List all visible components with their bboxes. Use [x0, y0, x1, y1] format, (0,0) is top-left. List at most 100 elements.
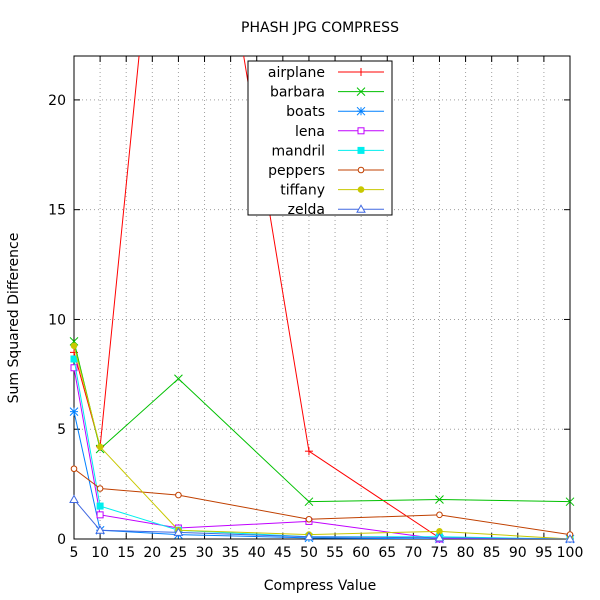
marker-shape — [565, 533, 575, 543]
data-point-barbara — [435, 495, 444, 504]
marker-stroke — [356, 87, 366, 96]
marker-shape — [70, 364, 78, 372]
data-point-barbara — [304, 497, 314, 507]
x-tick-label: 15 — [117, 545, 135, 561]
marker-shape — [304, 531, 314, 541]
legend-label: boats — [286, 104, 325, 120]
chart-title: PHASH JPG COMPRESS — [241, 20, 399, 36]
data-point-lena — [96, 511, 104, 519]
data-point-peppers — [70, 465, 78, 473]
series-line-tiffany — [74, 345, 570, 539]
y-tick-label: 5 — [57, 422, 66, 438]
legend-item-mandril: mandril — [271, 143, 384, 159]
x-tick-label: 5 — [70, 545, 79, 561]
x-tick-label: 95 — [535, 545, 553, 561]
x-tick-label: 65 — [378, 545, 396, 561]
marker-shape — [70, 342, 78, 350]
marker-shape — [305, 515, 313, 523]
x-axis-label: Compress Value — [264, 578, 376, 594]
x-tick-label: 20 — [143, 545, 161, 561]
x-tick-label: 100 — [557, 545, 584, 561]
x-tick-label: 80 — [457, 545, 475, 561]
data-point-peppers — [96, 485, 104, 492]
series-peppers — [70, 465, 574, 538]
marker-shape — [69, 494, 79, 503]
marker-stroke — [69, 407, 79, 417]
marker-shape — [357, 166, 365, 174]
marker-stroke — [565, 497, 575, 507]
series-line-zelda — [74, 499, 570, 539]
series-zelda — [69, 494, 575, 543]
plot-frame — [73, 55, 571, 540]
marker-shape — [356, 204, 366, 213]
legend-marker — [357, 146, 365, 154]
x-tick-label: 35 — [222, 545, 240, 561]
marker-shape — [175, 491, 182, 499]
legend-marker — [357, 166, 365, 174]
x-tick-label: 25 — [170, 545, 188, 561]
marker-shape — [96, 443, 104, 451]
legend: airplane barbara boats lena mandril peppers ti… — [247, 60, 393, 218]
series-line-lena — [74, 367, 570, 539]
data-point-tiffany — [70, 342, 78, 350]
data-point-zelda — [69, 494, 79, 503]
legend-label: mandril — [271, 143, 325, 159]
marker-stroke — [435, 495, 444, 504]
data-point-zelda — [304, 531, 314, 541]
data-point-lena — [70, 364, 78, 372]
x-tick-label: 50 — [300, 545, 318, 561]
marker-stroke — [174, 374, 183, 384]
legend-item-airplane: airplane — [268, 65, 384, 81]
data-point-barbara — [565, 497, 575, 507]
marker-shape — [357, 186, 365, 193]
legend-label: peppers — [268, 163, 325, 179]
data-point-tiffany — [96, 443, 104, 451]
legend-label: barbara — [270, 85, 325, 101]
data-point-zelda — [173, 527, 184, 536]
data-point-boats — [69, 407, 79, 417]
x-tick-label: 40 — [248, 545, 266, 561]
x-tick-label: 85 — [483, 545, 501, 561]
data-point-barbara — [174, 374, 183, 384]
legend-marker — [356, 106, 366, 116]
y-tick-label: 15 — [48, 203, 66, 219]
y-tick-label: 20 — [48, 93, 66, 109]
legend-item-lena: lena — [295, 124, 384, 140]
marker-shape — [357, 146, 365, 154]
series-layer — [69, 56, 575, 544]
data-point-zelda — [565, 533, 575, 543]
data-point-peppers — [175, 491, 182, 499]
x-tick-label: 60 — [352, 545, 370, 561]
legend-marker — [357, 127, 365, 135]
data-point-zelda — [95, 525, 105, 534]
legend-item-peppers: peppers — [268, 163, 384, 179]
series-line-mandril — [74, 358, 570, 539]
marker-shape — [173, 527, 184, 536]
marker-shape — [357, 127, 365, 135]
y-tick-label: 0 — [57, 532, 66, 548]
legend-item-zelda: zelda — [288, 202, 384, 218]
data-point-mandril — [96, 502, 104, 510]
marker-shape — [436, 511, 443, 519]
x-tick-label: 90 — [509, 545, 527, 561]
x-tick-label: 45 — [274, 545, 292, 561]
x-tick-label: 10 — [91, 545, 109, 561]
x-tick-label: 70 — [404, 545, 422, 561]
marker-shape — [96, 511, 104, 519]
x-tick-label: 55 — [326, 545, 344, 561]
data-point-peppers — [305, 515, 313, 523]
legend-marker — [356, 204, 366, 213]
legend-label: tiffany — [280, 183, 325, 199]
legend-label: zelda — [288, 202, 325, 218]
marker-stroke — [304, 497, 314, 507]
series-line-peppers — [74, 468, 570, 536]
legend-marker — [356, 87, 366, 96]
data-point-zelda — [434, 532, 445, 542]
marker-shape — [96, 502, 104, 510]
legend-label: airplane — [268, 65, 325, 81]
x-tick-label: 30 — [196, 545, 214, 561]
marker-shape — [434, 532, 445, 542]
legend-marker — [357, 186, 365, 193]
y-axis-label: Sum Squared Difference — [6, 233, 22, 404]
data-point-peppers — [436, 511, 443, 519]
